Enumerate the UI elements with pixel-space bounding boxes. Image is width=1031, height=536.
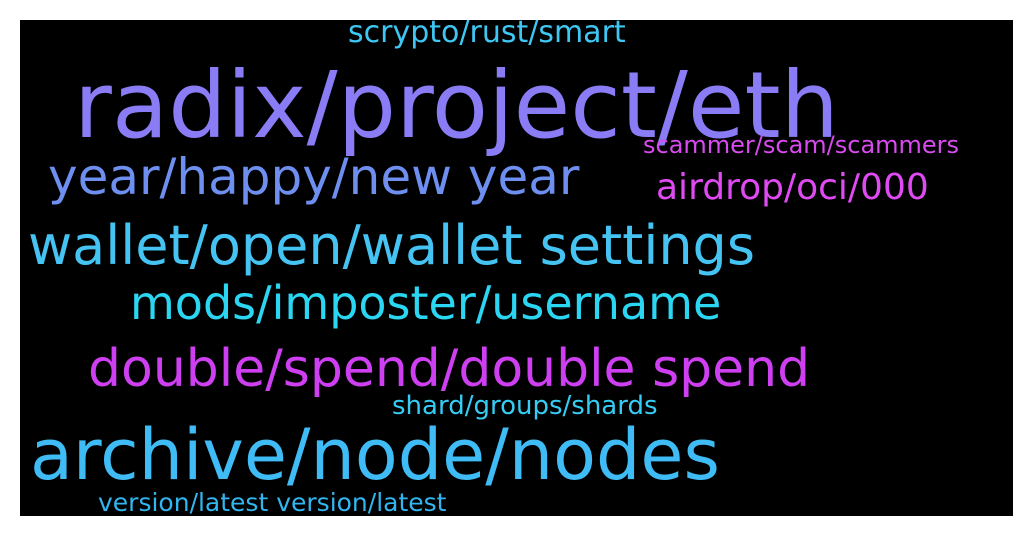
word-mods-imposter-username: mods/imposter/username — [130, 276, 722, 330]
word-shard-groups-shards: shard/groups/shards — [392, 391, 658, 421]
word-double-spend-double-spend: double/spend/double spend — [88, 339, 811, 399]
word-wallet-open-wallet-settings: wallet/open/wallet settings — [28, 214, 755, 277]
wordcloud-canvas: scrypto/rust/smart radix/project/eth sca… — [20, 20, 1013, 516]
word-radix-project-eth: radix/project/eth — [74, 52, 839, 159]
word-airdrop-oci-000: airdrop/oci/000 — [656, 167, 929, 208]
word-archive-node-nodes: archive/node/nodes — [30, 414, 720, 496]
word-year-happy-new-year: year/happy/new year — [48, 148, 580, 206]
word-scrypto-rust-smart: scrypto/rust/smart — [348, 20, 626, 50]
word-version-latest-version-latest: version/latest version/latest — [98, 488, 447, 516]
word-scammer-scam-scammers: scammer/scam/scammers — [643, 131, 960, 159]
